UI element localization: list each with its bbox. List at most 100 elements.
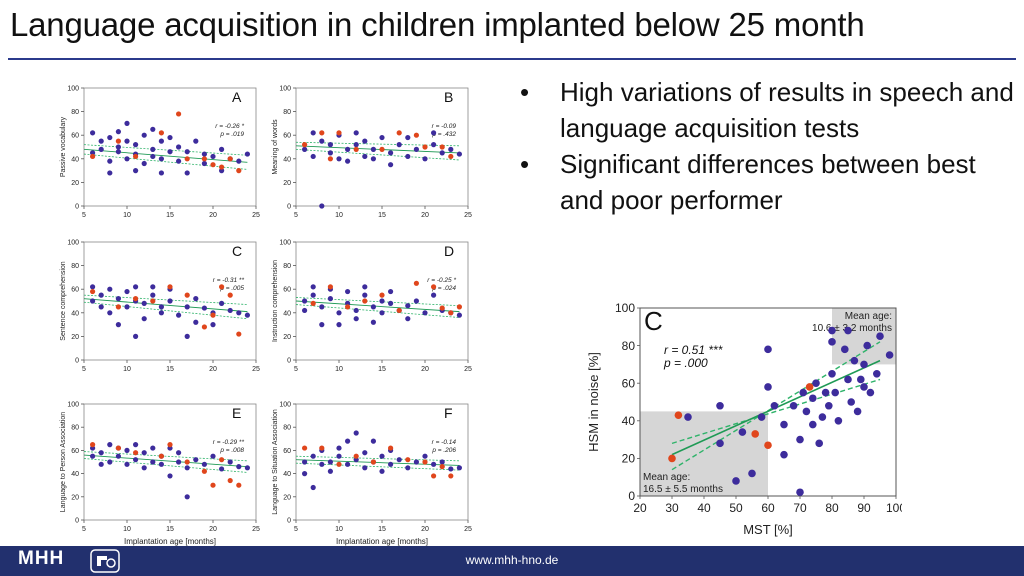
data-point-blue — [336, 322, 342, 328]
y-tick-label: 0 — [75, 357, 79, 364]
data-point-orange — [764, 441, 772, 450]
data-point-orange — [302, 142, 308, 148]
chart-a: 0 20 40 60 80 100 5 10 15 20 25 Passive vocabulary A… — [60, 85, 260, 219]
plot-frame — [295, 403, 469, 521]
data-point-blue — [193, 296, 199, 302]
y-tick-label: 40 — [71, 156, 79, 163]
data-point-blue — [850, 356, 859, 365]
data-point-blue — [448, 146, 454, 152]
data-point-blue — [133, 333, 139, 339]
data-point-blue — [353, 142, 359, 148]
trend-line — [295, 145, 460, 154]
ci-lower-line — [671, 378, 881, 445]
data-point-orange — [362, 298, 368, 304]
data-point-blue — [405, 465, 411, 471]
y-tick-label: 80 — [283, 263, 291, 270]
highlight-region — [640, 411, 768, 496]
data-point-blue — [310, 130, 316, 136]
stat-label: p = .008 — [219, 447, 244, 454]
data-point-orange — [201, 156, 207, 162]
data-point-blue — [770, 401, 779, 410]
data-point-orange — [236, 482, 242, 488]
data-point-blue — [362, 153, 368, 160]
data-point-blue — [210, 322, 216, 328]
bullet-item: High variations of results in speech and… — [518, 74, 1018, 146]
data-point-blue — [107, 286, 113, 292]
y-tick-label: 60 — [71, 133, 79, 140]
data-point-blue — [448, 466, 454, 472]
data-point-orange — [388, 445, 394, 451]
data-point-orange — [439, 305, 445, 311]
x-tick-label: 10 — [335, 212, 343, 219]
data-point-blue — [396, 457, 402, 463]
data-point-blue — [158, 156, 164, 162]
data-point-blue — [327, 459, 333, 465]
data-point-blue — [379, 453, 385, 459]
stat-label: p = .432 — [431, 131, 456, 138]
data-point-blue — [780, 420, 788, 429]
x-tick-label: 25 — [252, 526, 260, 533]
chart-e: 0 20 40 60 80 100 5 10 15 20 25 Language to Person … — [60, 401, 260, 546]
data-point-blue — [133, 284, 139, 290]
data-point-blue — [831, 388, 839, 397]
data-point-blue — [310, 153, 316, 160]
data-point-orange — [396, 130, 402, 136]
y-tick-label: 60 — [283, 448, 291, 455]
y-tick-label: 80 — [283, 109, 291, 116]
data-point-blue — [302, 471, 308, 477]
stat-label: r = -0.26 * — [215, 123, 244, 130]
data-point-blue — [809, 394, 817, 403]
data-point-blue — [90, 453, 96, 459]
data-point-orange — [210, 312, 216, 318]
data-point-blue — [244, 151, 250, 157]
data-point-orange — [396, 307, 402, 314]
data-point-blue — [796, 435, 804, 444]
data-point-blue — [327, 150, 333, 156]
y-tick-label: 60 — [283, 133, 291, 140]
data-point-orange — [115, 138, 121, 144]
data-point-orange — [422, 459, 428, 465]
data-point-blue — [370, 146, 376, 152]
data-point-blue — [210, 153, 216, 160]
data-point-orange — [431, 473, 437, 479]
data-point-blue — [244, 465, 250, 471]
data-point-blue — [764, 345, 772, 354]
panel-label: E — [232, 405, 241, 421]
data-point-blue — [98, 138, 104, 144]
data-point-blue — [834, 417, 843, 425]
data-point-blue — [124, 288, 130, 295]
data-point-blue — [107, 442, 113, 448]
data-point-blue — [176, 312, 182, 318]
data-point-blue — [413, 146, 419, 152]
data-point-orange — [413, 280, 419, 286]
data-point-blue — [319, 203, 325, 209]
y-tick-label: 40 — [283, 471, 291, 478]
data-point-orange — [176, 111, 182, 117]
ci-upper-line — [295, 297, 460, 307]
x-tick-label: 10 — [123, 526, 131, 533]
data-point-orange — [227, 477, 233, 484]
data-point-blue — [818, 413, 827, 421]
data-point-blue — [362, 138, 368, 144]
data-point-blue — [841, 345, 849, 354]
data-point-blue — [90, 298, 96, 304]
data-point-blue — [379, 298, 385, 304]
data-point-blue — [310, 453, 316, 459]
data-point-blue — [115, 129, 121, 135]
ci-lower-line — [295, 304, 460, 318]
data-point-blue — [115, 149, 121, 155]
data-point-blue — [141, 465, 147, 471]
data-point-orange — [150, 298, 156, 304]
data-point-orange — [90, 288, 96, 295]
data-point-blue — [764, 383, 772, 391]
x-tick-label: 20 — [421, 366, 429, 373]
data-point-blue — [310, 292, 316, 298]
data-point-orange — [90, 442, 96, 448]
data-point-blue — [124, 461, 130, 467]
ci-lower-line — [295, 462, 460, 471]
data-point-blue — [353, 430, 359, 436]
data-point-orange — [115, 445, 121, 451]
data-point-blue — [732, 477, 740, 485]
data-point-blue — [115, 453, 121, 459]
